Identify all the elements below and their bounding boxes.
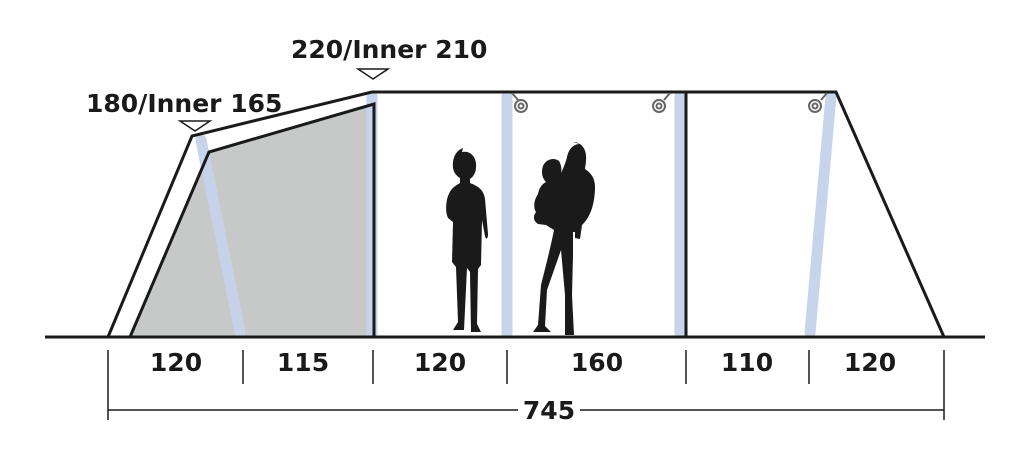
section-width-1: 120 [150, 348, 202, 377]
total-length-label: 745 [523, 396, 575, 425]
person-silhouette-icons [446, 142, 595, 335]
section-width-5: 110 [721, 348, 773, 377]
height-marker-main-icon [355, 68, 391, 80]
hook-icon [652, 92, 671, 113]
adult-silhouette-icon [446, 148, 488, 332]
tent-outer-outline [106, 90, 946, 338]
height-marker-front-icon [177, 120, 213, 132]
section-width-3: 120 [414, 348, 466, 377]
hook-icon [808, 92, 828, 113]
adult-with-child-silhouette-icon [533, 142, 595, 335]
section-width-4: 160 [571, 348, 623, 377]
pole-rear [804, 90, 837, 339]
inner-tent-area [130, 104, 374, 337]
section-dimension-ticks [107, 350, 945, 420]
height-label-main: 220/Inner 210 [291, 35, 487, 64]
height-label-front: 180/Inner 165 [86, 89, 282, 118]
inner-tent-outline [128, 102, 376, 338]
hook-icon [511, 92, 528, 113]
hook-icons [511, 92, 828, 113]
section-width-6: 120 [844, 348, 896, 377]
section-width-2: 115 [277, 348, 329, 377]
pole-front [195, 134, 246, 338]
air-poles [195, 90, 837, 339]
